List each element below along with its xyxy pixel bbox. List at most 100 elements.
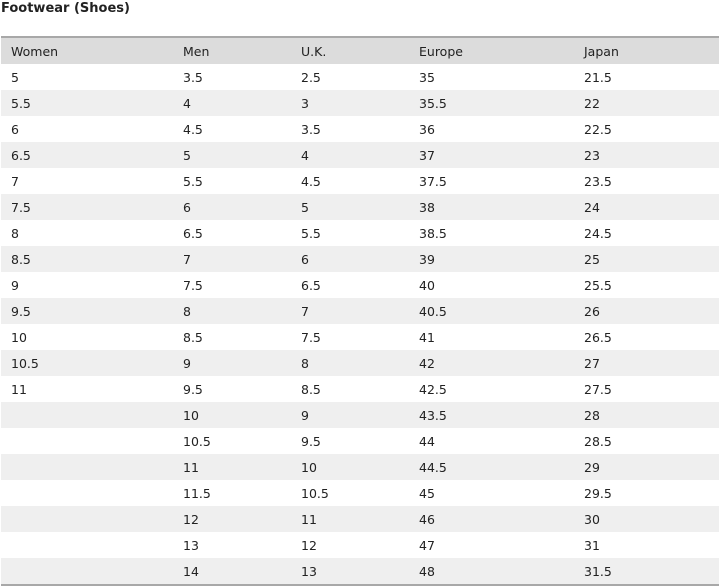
uk-size-cell: 4	[291, 142, 409, 168]
men-size-cell: 9.5	[183, 381, 203, 397]
uk-size-cell: 13	[291, 558, 409, 586]
table-row: 10.5 9 8 42 27	[1, 350, 719, 376]
women-size-cell	[1, 480, 173, 506]
table-row: 14 13 48 31.5	[1, 558, 719, 586]
women-size-cell: 6	[11, 121, 19, 137]
japan-size-cell: 27.5	[584, 381, 612, 397]
uk-size-cell: 8	[291, 350, 409, 376]
europe-size-cell: 45	[419, 485, 435, 501]
men-size-cell: 11	[173, 454, 291, 480]
europe-size-cell: 38.5	[419, 225, 447, 241]
men-size-cell: 6	[173, 194, 291, 220]
column-header-japan: Japan	[574, 36, 719, 64]
table-row: 10 9 43.5 28	[1, 402, 719, 428]
japan-size-cell: 29	[574, 454, 719, 480]
europe-size-cell: 43.5	[409, 402, 574, 428]
column-header-women: Women	[1, 36, 173, 64]
europe-size-cell: 41	[419, 329, 435, 345]
men-size-cell: 11.5	[183, 485, 211, 501]
men-size-cell: 5	[173, 142, 291, 168]
europe-size-cell: 38	[409, 194, 574, 220]
japan-size-cell: 23	[574, 142, 719, 168]
table-row: 11 10 44.5 29	[1, 454, 719, 480]
europe-size-cell: 39	[409, 246, 574, 272]
women-size-cell	[1, 506, 173, 532]
women-size-cell: 7.5	[1, 194, 173, 220]
uk-size-cell: 5	[291, 194, 409, 220]
table-row: 7 5.5 4.5 37.5 23.5	[1, 168, 719, 194]
table-row: 8.5 7 6 39 25	[1, 246, 719, 272]
table-body: 5 3.5 2.5 35 21.5 5.5 4 3 35.5 22 6 4.5 3.5 36 22.5 6.5…	[1, 64, 719, 586]
japan-size-cell: 27	[574, 350, 719, 376]
japan-size-cell: 23.5	[584, 173, 612, 189]
europe-size-cell: 37.5	[419, 173, 447, 189]
uk-size-cell: 6.5	[301, 277, 321, 293]
uk-size-cell: 9	[291, 402, 409, 428]
japan-size-cell: 24	[574, 194, 719, 220]
japan-size-cell: 28	[574, 402, 719, 428]
men-size-cell: 9	[173, 350, 291, 376]
europe-size-cell: 37	[409, 142, 574, 168]
europe-size-cell: 36	[419, 121, 435, 137]
uk-size-cell: 9.5	[301, 433, 321, 449]
women-size-cell: 6.5	[1, 142, 173, 168]
europe-size-cell: 40	[419, 277, 435, 293]
table-row: 11 9.5 8.5 42.5 27.5	[1, 376, 719, 402]
men-size-cell: 10.5	[183, 433, 211, 449]
japan-size-cell: 31.5	[574, 558, 719, 586]
europe-size-cell: 42.5	[419, 381, 447, 397]
women-size-cell: 11	[11, 381, 27, 397]
table-row: 5 3.5 2.5 35 21.5	[1, 64, 719, 90]
women-size-cell	[1, 454, 173, 480]
column-header-europe: Europe	[409, 36, 574, 64]
uk-size-cell: 11	[291, 506, 409, 532]
men-size-cell: 10	[173, 402, 291, 428]
women-size-cell	[1, 532, 173, 558]
japan-size-cell: 26	[574, 298, 719, 324]
europe-size-cell: 46	[409, 506, 574, 532]
japan-size-cell: 30	[574, 506, 719, 532]
europe-size-cell: 35.5	[409, 90, 574, 116]
men-size-cell: 5.5	[183, 173, 203, 189]
japan-size-cell: 24.5	[584, 225, 612, 241]
europe-size-cell: 44.5	[409, 454, 574, 480]
women-size-cell	[1, 558, 173, 586]
uk-size-cell: 4.5	[301, 173, 321, 189]
women-size-cell: 8.5	[1, 246, 173, 272]
table-row: 5.5 4 3 35.5 22	[1, 90, 719, 116]
women-size-cell: 9.5	[1, 298, 173, 324]
japan-size-cell: 22	[574, 90, 719, 116]
europe-size-cell: 48	[409, 558, 574, 586]
women-size-cell: 9	[11, 277, 19, 293]
table-row: 6.5 5 4 37 23	[1, 142, 719, 168]
table-row: 6 4.5 3.5 36 22.5	[1, 116, 719, 142]
japan-size-cell: 25	[574, 246, 719, 272]
women-size-cell: 8	[11, 225, 19, 241]
men-size-cell: 6.5	[183, 225, 203, 241]
uk-size-cell: 2.5	[301, 69, 321, 85]
women-size-cell: 5	[11, 69, 19, 85]
men-size-cell: 3.5	[183, 69, 203, 85]
men-size-cell: 14	[173, 558, 291, 586]
women-size-cell: 10.5	[1, 350, 173, 376]
table-row: 11.5 10.5 45 29.5	[1, 480, 719, 506]
uk-size-cell: 10	[291, 454, 409, 480]
uk-size-cell: 8.5	[301, 381, 321, 397]
uk-size-cell: 3	[291, 90, 409, 116]
japan-size-cell: 31	[584, 537, 600, 553]
table-row: 12 11 46 30	[1, 506, 719, 532]
table-row: 10 8.5 7.5 41 26.5	[1, 324, 719, 350]
column-header-men: Men	[173, 36, 291, 64]
europe-size-cell: 35	[419, 69, 435, 85]
uk-size-cell: 10.5	[301, 485, 329, 501]
table-row: 10.5 9.5 44 28.5	[1, 428, 719, 454]
size-conversion-table: Women Men U.K. Europe Japan 5 3.5 2.5 35 21.…	[1, 36, 719, 586]
women-size-cell	[1, 402, 173, 428]
japan-size-cell: 26.5	[584, 329, 612, 345]
uk-size-cell: 5.5	[301, 225, 321, 241]
uk-size-cell: 6	[291, 246, 409, 272]
europe-size-cell: 44	[419, 433, 435, 449]
men-size-cell: 8	[173, 298, 291, 324]
table-row: 13 12 47 31	[1, 532, 719, 558]
japan-size-cell: 28.5	[584, 433, 612, 449]
